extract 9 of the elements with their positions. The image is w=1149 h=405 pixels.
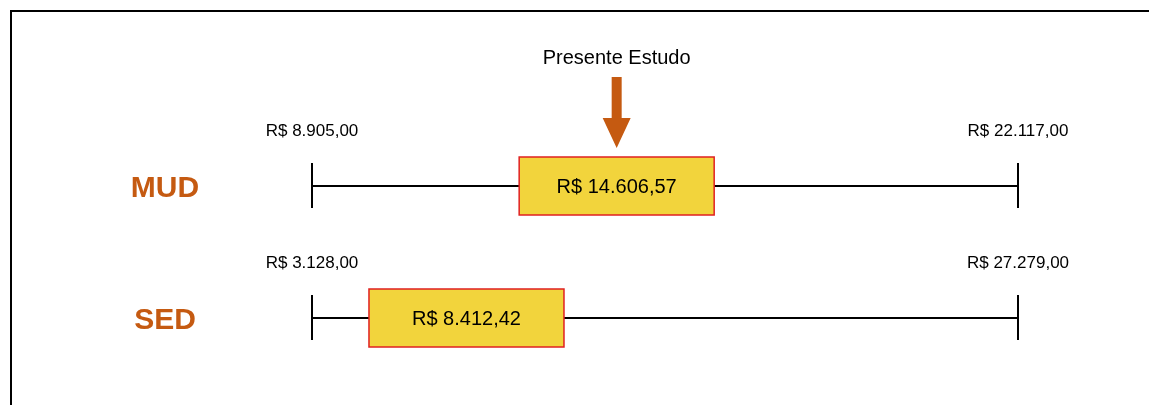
category-label: SED xyxy=(134,301,196,335)
category-label: MUD xyxy=(130,169,200,203)
data-label: R$ 22.117,00 xyxy=(967,121,1069,140)
data-label: R$ 8.412,42 xyxy=(411,307,521,329)
data-label: R$ 8.905,00 xyxy=(265,121,359,140)
data-label: R$ 14.606,57 xyxy=(556,175,677,197)
data-label: R$ 3.128,00 xyxy=(265,253,359,272)
text: Presente Estudo xyxy=(542,46,691,68)
data-label: R$ 27.279,00 xyxy=(966,253,1070,272)
